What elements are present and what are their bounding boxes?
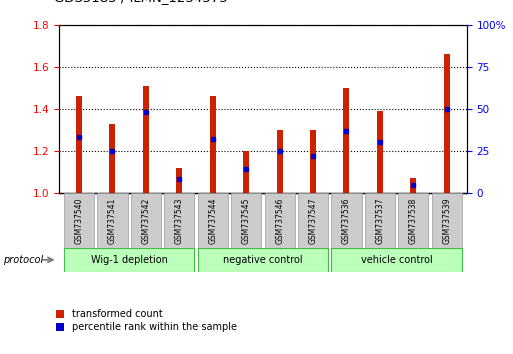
Bar: [198, 248, 328, 272]
Bar: [298, 193, 328, 248]
Bar: [131, 193, 161, 248]
Bar: [398, 193, 428, 248]
Bar: [377, 111, 383, 193]
Text: GSM737540: GSM737540: [74, 197, 84, 244]
Bar: [109, 124, 115, 193]
Text: GSM737541: GSM737541: [108, 197, 117, 244]
Text: GSM737543: GSM737543: [175, 197, 184, 244]
Text: GSM737545: GSM737545: [242, 197, 251, 244]
Bar: [97, 193, 128, 248]
Bar: [64, 248, 194, 272]
Bar: [64, 193, 94, 248]
Bar: [265, 193, 294, 248]
Bar: [210, 96, 216, 193]
Bar: [331, 193, 362, 248]
Text: GSM737536: GSM737536: [342, 197, 351, 244]
Text: GDS5185 / ILMN_1234575: GDS5185 / ILMN_1234575: [54, 0, 228, 4]
Text: GSM737544: GSM737544: [208, 197, 218, 244]
Text: GSM737542: GSM737542: [142, 197, 150, 244]
Bar: [310, 130, 316, 193]
Bar: [243, 151, 249, 193]
Bar: [143, 86, 149, 193]
Text: protocol: protocol: [3, 255, 43, 265]
Bar: [76, 96, 82, 193]
Bar: [198, 193, 228, 248]
Text: negative control: negative control: [223, 255, 303, 265]
Text: GSM737547: GSM737547: [308, 197, 318, 244]
Bar: [331, 248, 462, 272]
Bar: [277, 130, 283, 193]
Text: GSM737546: GSM737546: [275, 197, 284, 244]
Bar: [444, 54, 450, 193]
Bar: [231, 193, 261, 248]
Bar: [432, 193, 462, 248]
Text: GSM737538: GSM737538: [409, 197, 418, 244]
Text: vehicle control: vehicle control: [361, 255, 432, 265]
Bar: [164, 193, 194, 248]
Bar: [410, 178, 417, 193]
Bar: [176, 168, 182, 193]
Text: GSM737539: GSM737539: [442, 197, 451, 244]
Bar: [365, 193, 395, 248]
Bar: [344, 88, 349, 193]
Legend: transformed count, percentile rank within the sample: transformed count, percentile rank withi…: [56, 309, 236, 332]
Text: Wig-1 depletion: Wig-1 depletion: [91, 255, 168, 265]
Text: GSM737537: GSM737537: [376, 197, 384, 244]
